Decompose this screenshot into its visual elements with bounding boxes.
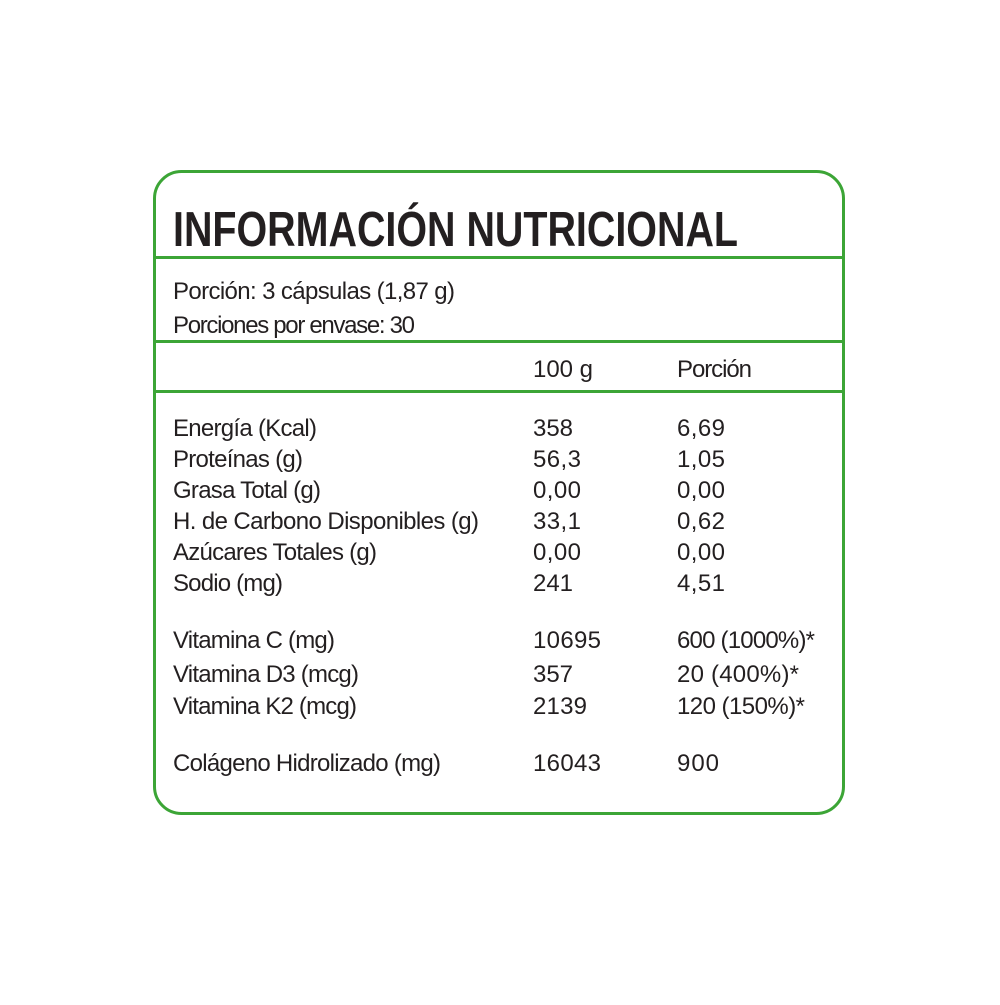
svg-text:241: 241 [533,570,573,597]
svg-text:Vitamina D3 (mcg): Vitamina D3 (mcg) [173,661,359,688]
svg-text:Grasa Total (g): Grasa Total (g) [173,477,321,504]
svg-text:INFORMACIÓN NUTRICIONAL: INFORMACIÓN NUTRICIONAL [173,202,738,257]
svg-text:10695: 10695 [533,627,601,654]
svg-text:H. de Carbono Disponibles (g): H. de Carbono Disponibles (g) [173,508,479,535]
svg-text:120 (150%)*: 120 (150%)* [677,693,805,720]
svg-text:0,00: 0,00 [533,539,581,566]
svg-text:600 (1000%)*: 600 (1000%)* [677,627,815,654]
svg-text:Porción: Porción [677,356,752,383]
svg-text:56,3: 56,3 [533,446,581,473]
svg-text:0,62: 0,62 [677,508,725,535]
svg-text:20 (400%)*: 20 (400%)* [677,661,799,688]
svg-text:2139: 2139 [533,693,587,720]
svg-text:Colágeno Hidrolizado (mg): Colágeno Hidrolizado (mg) [173,750,441,777]
svg-text:0,00: 0,00 [677,477,725,504]
svg-text:Vitamina C (mg): Vitamina C (mg) [173,627,335,654]
svg-text:Energía (Kcal): Energía (Kcal) [173,415,317,442]
svg-text:0,00: 0,00 [677,539,725,566]
svg-text:16043: 16043 [533,750,601,777]
svg-text:Porciones por envase: 30: Porciones por envase: 30 [173,312,415,339]
svg-text:Vitamina K2 (mcg): Vitamina K2 (mcg) [173,693,357,720]
svg-text:900: 900 [677,750,719,777]
svg-text:0,00: 0,00 [533,477,581,504]
svg-text:Porción: 3 cápsulas (1,87 g): Porción: 3 cápsulas (1,87 g) [173,278,455,305]
svg-text:6,69: 6,69 [677,415,725,442]
svg-text:100 g: 100 g [533,356,593,383]
svg-text:Azúcares Totales (g): Azúcares Totales (g) [173,539,377,566]
svg-text:Proteínas (g): Proteínas (g) [173,446,303,473]
svg-text:358: 358 [533,415,573,442]
svg-text:33,1: 33,1 [533,508,581,535]
svg-text:4,51: 4,51 [677,570,725,597]
svg-text:Sodio (mg): Sodio (mg) [173,570,283,597]
svg-text:1,05: 1,05 [677,446,725,473]
svg-text:357: 357 [533,661,573,688]
